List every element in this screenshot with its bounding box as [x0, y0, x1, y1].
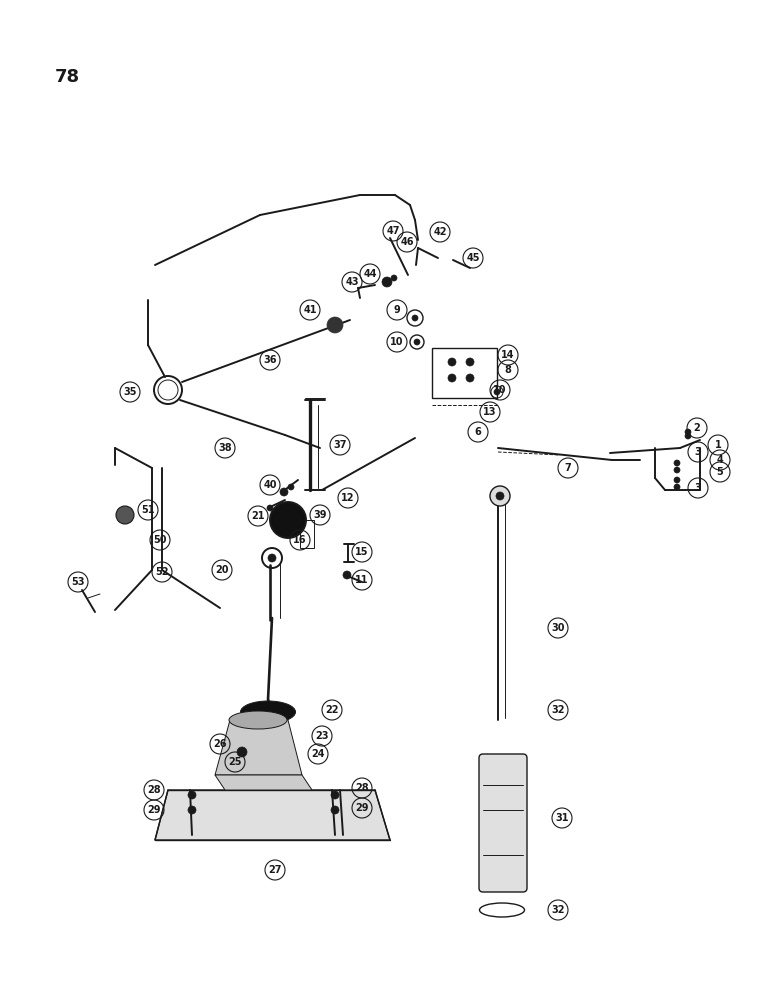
Text: 42: 42 — [433, 227, 447, 237]
Text: 38: 38 — [218, 443, 232, 453]
Text: 21: 21 — [251, 511, 265, 521]
Circle shape — [685, 433, 691, 439]
Text: 29: 29 — [355, 803, 369, 813]
Circle shape — [327, 317, 343, 333]
Circle shape — [466, 374, 474, 382]
Text: 37: 37 — [334, 440, 347, 450]
Text: 26: 26 — [213, 739, 227, 749]
Circle shape — [382, 277, 392, 287]
Circle shape — [466, 358, 474, 366]
Text: 40: 40 — [263, 480, 276, 490]
Text: 9: 9 — [394, 305, 401, 315]
Text: 27: 27 — [268, 865, 282, 875]
Text: 13: 13 — [483, 407, 496, 417]
Circle shape — [188, 791, 196, 799]
Circle shape — [448, 374, 456, 382]
Text: 39: 39 — [313, 510, 327, 520]
Ellipse shape — [241, 701, 296, 723]
Bar — [432, 348, 497, 398]
Text: 16: 16 — [293, 535, 306, 545]
Text: 28: 28 — [147, 785, 161, 795]
Text: 44: 44 — [364, 269, 377, 279]
Text: 8: 8 — [505, 365, 511, 375]
Text: 23: 23 — [315, 731, 329, 741]
Text: 6: 6 — [475, 427, 482, 437]
Text: 28: 28 — [355, 783, 369, 793]
Text: 3: 3 — [695, 447, 702, 457]
Circle shape — [490, 486, 510, 506]
Circle shape — [270, 502, 306, 538]
Text: 46: 46 — [400, 237, 414, 247]
Text: 32: 32 — [551, 905, 565, 915]
Text: 29: 29 — [147, 805, 161, 815]
Text: 1: 1 — [715, 440, 721, 450]
Circle shape — [448, 358, 456, 366]
Text: 35: 35 — [124, 387, 137, 397]
Text: 10: 10 — [493, 385, 506, 395]
Circle shape — [288, 484, 294, 490]
Text: 10: 10 — [391, 337, 404, 347]
Text: 2: 2 — [693, 423, 700, 433]
Text: 47: 47 — [386, 226, 400, 236]
Circle shape — [267, 505, 273, 511]
Circle shape — [674, 484, 680, 490]
Circle shape — [494, 389, 500, 395]
Text: 11: 11 — [355, 575, 369, 585]
Circle shape — [674, 477, 680, 483]
Circle shape — [391, 275, 397, 281]
Text: 20: 20 — [215, 565, 229, 575]
Text: 32: 32 — [551, 705, 565, 715]
Text: 22: 22 — [325, 705, 339, 715]
Text: 4: 4 — [716, 455, 723, 465]
Text: 51: 51 — [141, 505, 154, 515]
Circle shape — [280, 488, 288, 496]
Text: 43: 43 — [345, 277, 359, 287]
Circle shape — [331, 791, 339, 799]
Text: 41: 41 — [303, 305, 317, 315]
Text: 14: 14 — [501, 350, 515, 360]
Text: 50: 50 — [154, 535, 167, 545]
Circle shape — [188, 806, 196, 814]
Text: 53: 53 — [71, 577, 85, 587]
Circle shape — [685, 429, 691, 435]
Circle shape — [674, 460, 680, 466]
Text: 7: 7 — [564, 463, 571, 473]
Text: 5: 5 — [716, 467, 723, 477]
Text: 15: 15 — [355, 547, 369, 557]
Polygon shape — [155, 790, 390, 840]
Text: 31: 31 — [555, 813, 569, 823]
Circle shape — [268, 554, 276, 562]
Circle shape — [412, 315, 418, 321]
Circle shape — [343, 571, 351, 579]
Polygon shape — [215, 775, 312, 790]
Text: 78: 78 — [55, 68, 80, 86]
Circle shape — [674, 467, 680, 473]
Text: 30: 30 — [551, 623, 565, 633]
Text: 36: 36 — [263, 355, 276, 365]
Circle shape — [331, 806, 339, 814]
Text: 45: 45 — [466, 253, 479, 263]
Ellipse shape — [229, 711, 287, 729]
Circle shape — [116, 506, 134, 524]
Text: 52: 52 — [155, 567, 169, 577]
Text: 3: 3 — [695, 483, 702, 493]
Bar — [300, 520, 314, 548]
Text: 24: 24 — [311, 749, 325, 759]
Polygon shape — [215, 720, 302, 775]
Text: 25: 25 — [229, 757, 242, 767]
FancyBboxPatch shape — [479, 754, 527, 892]
Circle shape — [496, 492, 504, 500]
Text: 12: 12 — [341, 493, 355, 503]
Circle shape — [414, 339, 420, 345]
Circle shape — [237, 747, 247, 757]
